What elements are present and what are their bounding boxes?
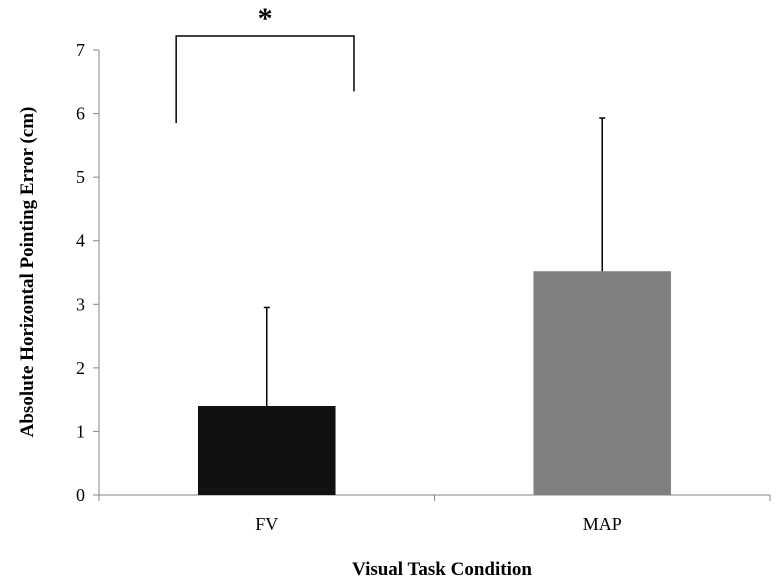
x-tick-label-fv: FV (255, 514, 278, 534)
y-axis: 0 1 2 3 4 5 6 7 (76, 40, 100, 505)
bar-fv (197, 406, 336, 495)
x-axis: FV MAP (98, 494, 771, 534)
bars (197, 271, 672, 495)
y-tick-label: 5 (76, 167, 85, 187)
significance-bracket: * (175, 2, 355, 124)
y-tick-label: 4 (76, 231, 85, 251)
significance-bracket-line (175, 35, 355, 124)
significance-star: * (258, 2, 273, 35)
y-axis-title: Absolute Horizontal Pointing Error (cm) (17, 107, 38, 438)
y-tick-label: 6 (76, 104, 85, 124)
y-tick-label: 1 (76, 421, 85, 441)
error-bars (263, 117, 606, 406)
x-axis-title: Visual Task Condition (352, 559, 532, 580)
y-tick-label: 7 (76, 40, 85, 60)
y-tick-label: 0 (76, 485, 85, 505)
y-tick-label: 3 (76, 294, 85, 314)
y-tick-label: 2 (76, 358, 85, 378)
x-tick-label-map: MAP (583, 514, 622, 534)
bar-map (533, 271, 672, 495)
